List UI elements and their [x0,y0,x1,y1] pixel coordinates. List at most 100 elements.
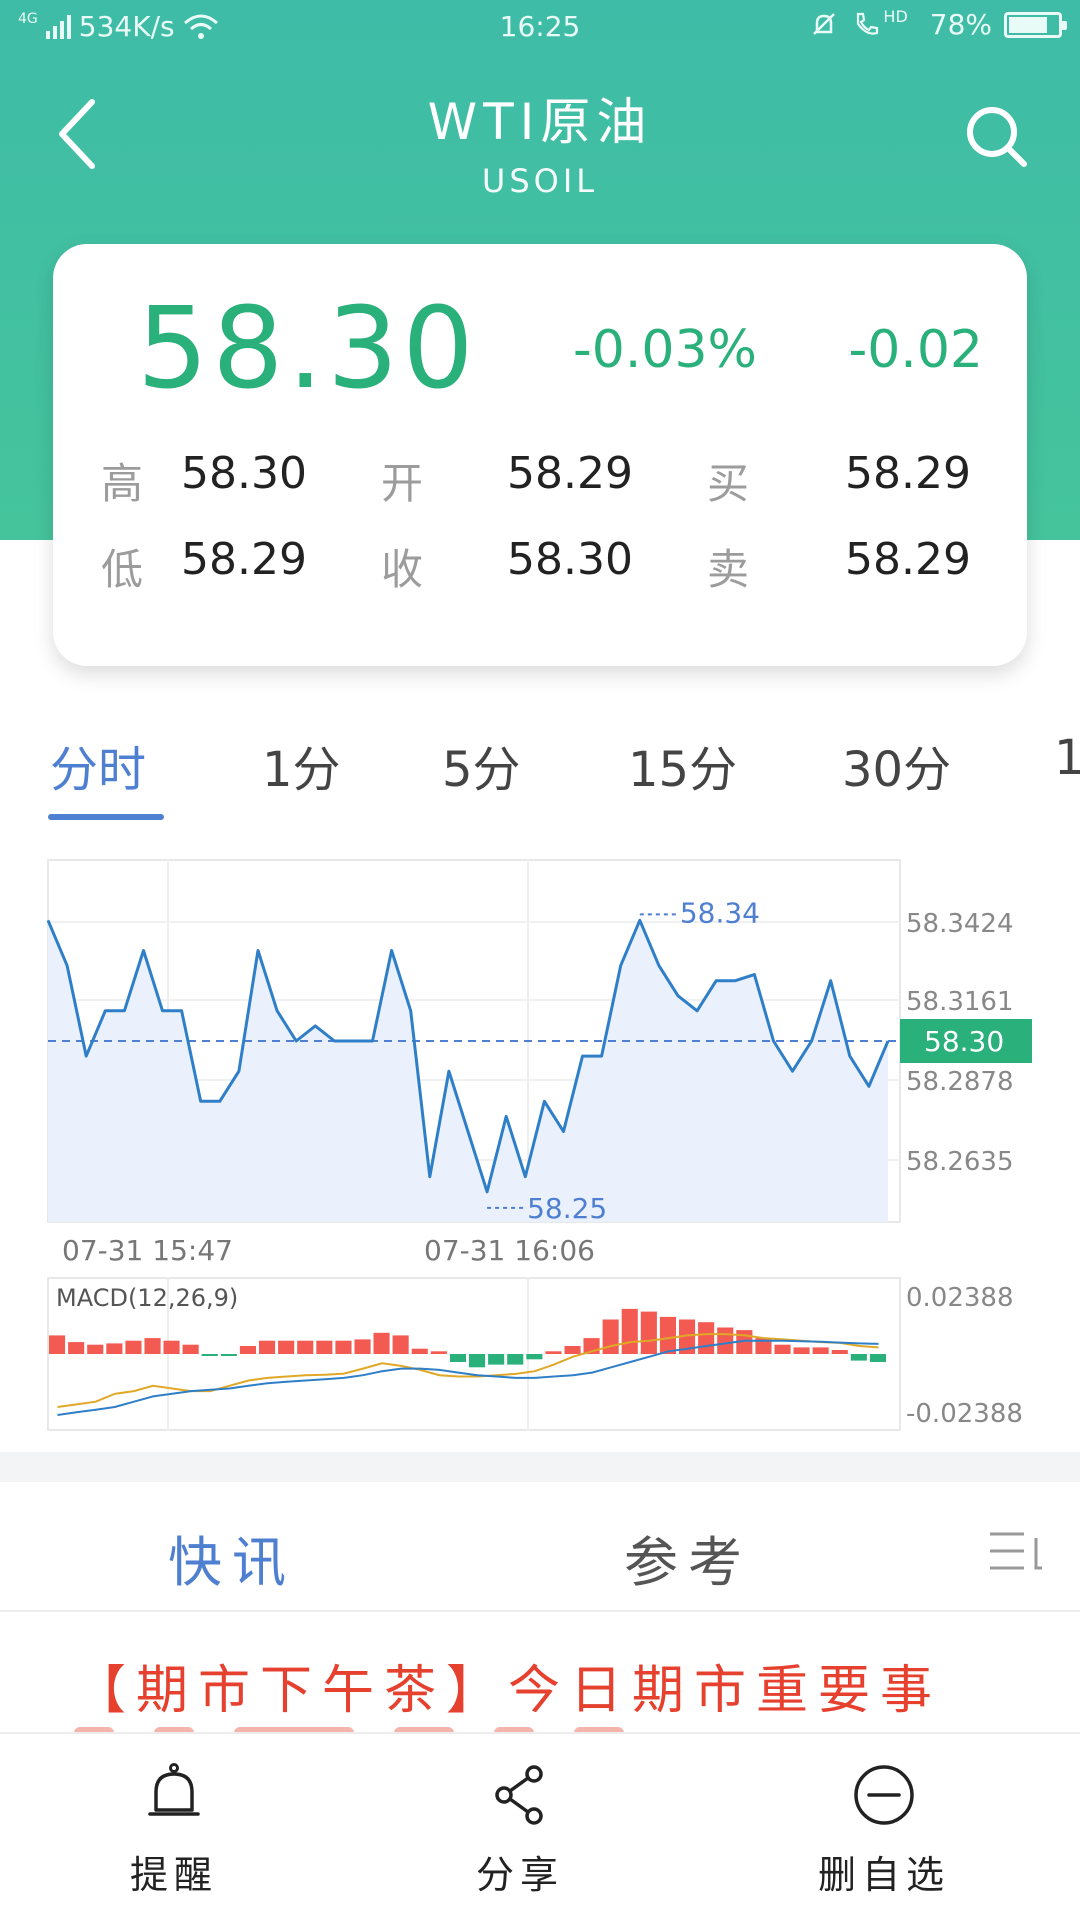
macd-histogram-bar [49,1335,66,1354]
high-label: 高 [101,459,144,508]
current-price-badge-label: 58.30 [924,1025,1004,1058]
menu-list-icon[interactable] [986,1528,1046,1574]
bid-value: 58.29 [845,448,971,499]
macd-histogram-bar [869,1354,886,1362]
price-y-tick: 58.3424 [906,909,1014,939]
price-y-tick: 58.2878 [906,1067,1014,1097]
tab-1min[interactable]: 1分 [262,742,341,798]
change-percent: -0.03% [573,320,757,380]
remind-label: 提醒 [129,1853,218,1897]
remind-button[interactable]: 提醒 [74,1762,274,1899]
macd-histogram-bar [392,1335,409,1354]
share-icon [495,1765,543,1825]
price-series-line [46,918,890,1194]
news-headline[interactable]: 【期市下午茶】今日期市重要事 [74,1661,943,1721]
macd-y-tick-bottom: -0.02388 [906,1399,1023,1429]
open-label: 开 [381,459,424,508]
quote-card: 58.30 -0.03% -0.02 高 58.30 开 58.29 买 58.… [53,244,1027,666]
macd-title: MACD(12,26,9) [56,1284,238,1312]
macd-histogram-bar [163,1340,180,1354]
max-price-marker: 58.34 [680,896,760,929]
page-title: WTI原油 [427,93,653,151]
tab-more[interactable]: 1 [1054,730,1080,786]
news-tabs: 快讯 参考 [0,1482,1080,1612]
open-value: 58.29 [507,448,633,499]
tab-reference[interactable]: 参考 [624,1531,752,1594]
remove-watchlist-label: 删自选 [817,1853,950,1897]
tab-30min[interactable]: 30分 [842,742,952,798]
active-tab-indicator [48,814,164,820]
mute-bell-icon [813,12,836,35]
macd-histogram-bar [526,1354,543,1360]
battery-percent: 78% [929,8,992,41]
macd-histogram-bar [564,1346,581,1354]
macd-histogram-bar [698,1322,715,1354]
network-type: 4G [18,10,38,27]
macd-histogram-bar [602,1319,619,1354]
wifi-icon [183,14,218,39]
price-x-label: 07-31 15:47 [62,1234,233,1267]
status-bar: 4G 534K/s 16:25 HD 78% [0,0,1080,54]
hd-label: HD [883,7,908,26]
close-value: 58.30 [507,534,633,585]
macd-histogram-bar [545,1351,562,1354]
share-label: 分享 [475,1853,564,1897]
price-chart[interactable]: 58.3424 58.3161 58.2878 58.2635 58.30 58.34 58… [0,850,1080,1450]
macd-histogram-bar [201,1354,218,1356]
macd-histogram-bar [449,1354,466,1362]
clock: 16:25 [499,10,581,43]
tab-intraday[interactable]: 分时 [50,742,147,798]
macd-histogram-bar [182,1344,199,1354]
macd-histogram-bar [278,1340,295,1354]
close-label: 收 [381,545,424,594]
macd-histogram-bar [812,1347,829,1354]
price-x-label: 07-31 16:06 [424,1234,595,1267]
low-value: 58.29 [181,534,307,585]
minus-circle-icon [854,1765,914,1825]
tab-15min[interactable]: 15分 [628,742,738,798]
network-speed: 534K/s [78,10,175,43]
low-label: 低 [101,545,144,594]
search-icon[interactable] [962,102,1032,172]
ask-value: 58.29 [845,534,971,585]
macd-histogram-bar [106,1343,123,1354]
macd-histogram-bar [411,1348,428,1354]
remove-watchlist-button[interactable]: 删自选 [784,1762,984,1899]
bell-icon [148,1763,200,1816]
current-price-badge [900,1019,1032,1063]
macd-histogram-bar [68,1342,85,1354]
macd-histogram-bar [488,1354,505,1365]
macd-histogram-bar [774,1344,791,1354]
price-area-fill [48,920,888,1222]
macd-histogram-bar [640,1311,657,1354]
macd-histogram-bar [507,1354,524,1365]
macd-histogram-bar [220,1354,237,1356]
phone-hd-icon [857,12,879,35]
tab-flash-news[interactable]: 快讯 [168,1531,296,1594]
macd-histogram-bar [469,1354,486,1368]
macd-histogram-bar [316,1340,333,1354]
page-subtitle: USOIL [481,162,599,200]
tab-5min[interactable]: 5分 [442,742,521,798]
macd-histogram-bar [373,1332,390,1354]
macd-histogram-bar [144,1338,161,1354]
ask-label: 卖 [707,545,750,594]
back-arrow-icon[interactable] [46,94,116,174]
macd-y-tick-top: 0.02388 [906,1283,1014,1313]
macd-dif-line [57,1339,879,1416]
bid-label: 买 [707,459,750,508]
macd-histogram-bar [335,1340,352,1354]
macd-histogram-bar [850,1354,867,1361]
macd-histogram-bar [354,1339,371,1354]
macd-histogram-bar [125,1340,142,1354]
nav-bar: WTI原油 USOIL [0,74,1080,200]
signal-icon [45,14,71,39]
share-button[interactable]: 分享 [420,1762,620,1899]
macd-histogram-bar [87,1344,104,1354]
title-block: WTI原油 USOIL [0,82,1080,200]
bottom-toolbar: 提醒 分享 删自选 [0,1732,1080,1920]
macd-histogram-bar [259,1340,276,1354]
period-tabs: 分时 1分 5分 15分 30分 1 [0,720,1080,820]
macd-histogram-bar [755,1338,772,1354]
high-value: 58.30 [181,448,307,499]
